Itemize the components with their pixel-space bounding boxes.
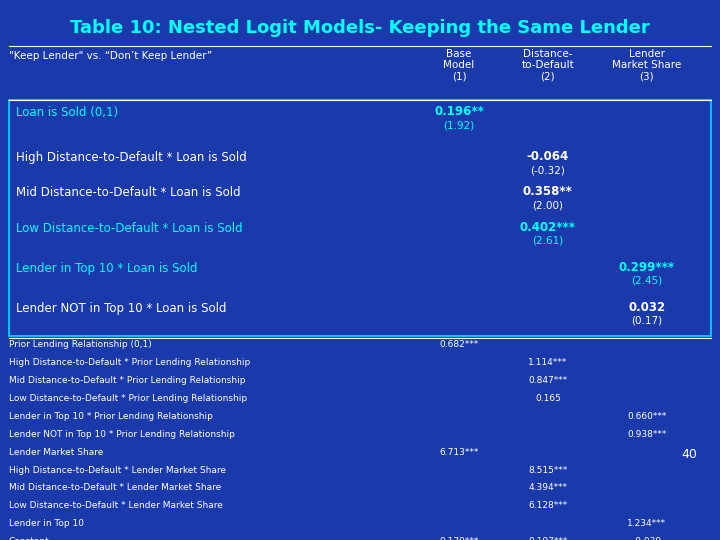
- Text: Constant: Constant: [9, 537, 49, 540]
- Text: Mid Distance-to-Default * Prior Lending Relationship: Mid Distance-to-Default * Prior Lending …: [9, 376, 245, 385]
- Text: 0.938***: 0.938***: [627, 430, 667, 438]
- Text: Mid Distance-to-Default * Lender Market Share: Mid Distance-to-Default * Lender Market …: [9, 483, 221, 492]
- Text: 0.032: 0.032: [629, 301, 665, 314]
- Text: 1.114***: 1.114***: [528, 358, 567, 367]
- Text: Lender in Top 10 * Prior Lending Relationship: Lender in Top 10 * Prior Lending Relatio…: [9, 411, 212, 421]
- Text: High Distance-to-Default * Prior Lending Relationship: High Distance-to-Default * Prior Lending…: [9, 358, 250, 367]
- Text: 0.660***: 0.660***: [627, 411, 667, 421]
- Text: 8.515***: 8.515***: [528, 465, 567, 475]
- Text: 0.682***: 0.682***: [439, 340, 479, 349]
- Text: (-0.32): (-0.32): [531, 165, 565, 175]
- Text: (2.00): (2.00): [532, 200, 564, 211]
- Text: High Distance-to-Default * Loan is Sold: High Distance-to-Default * Loan is Sold: [16, 151, 246, 164]
- Text: 0.179***: 0.179***: [439, 537, 479, 540]
- Text: Low Distance-to-Default * Loan is Sold: Low Distance-to-Default * Loan is Sold: [16, 221, 243, 235]
- Text: Lender in Top 10 * Loan is Sold: Lender in Top 10 * Loan is Sold: [16, 262, 197, 275]
- Text: 0.402***: 0.402***: [520, 221, 576, 234]
- Text: High Distance-to-Default * Lender Market Share: High Distance-to-Default * Lender Market…: [9, 465, 225, 475]
- Text: Lender NOT in Top 10 * Prior Lending Relationship: Lender NOT in Top 10 * Prior Lending Rel…: [9, 430, 235, 438]
- Text: 40: 40: [681, 448, 697, 461]
- Text: 0.197***: 0.197***: [528, 537, 567, 540]
- Text: (1.92): (1.92): [444, 120, 474, 130]
- Text: 0.165: 0.165: [535, 394, 561, 403]
- Text: -0.039: -0.039: [632, 537, 662, 540]
- Text: Low Distance-to-Default * Prior Lending Relationship: Low Distance-to-Default * Prior Lending …: [9, 394, 247, 403]
- Text: 0.299***: 0.299***: [618, 261, 675, 274]
- Text: 0.196**: 0.196**: [434, 105, 484, 118]
- Text: Table 10: Nested Logit Models- Keeping the Same Lender: Table 10: Nested Logit Models- Keeping t…: [70, 19, 650, 37]
- Text: Distance-
to-Default
(2): Distance- to-Default (2): [521, 49, 575, 82]
- Text: (0.17): (0.17): [631, 316, 662, 326]
- Text: Lender NOT in Top 10 * Loan is Sold: Lender NOT in Top 10 * Loan is Sold: [16, 302, 226, 315]
- Text: (2.61): (2.61): [532, 236, 564, 246]
- Text: "Keep Lender" vs. “Don’t Keep Lender”: "Keep Lender" vs. “Don’t Keep Lender”: [9, 51, 212, 61]
- Text: 4.394***: 4.394***: [528, 483, 567, 492]
- Text: Lender
Market Share
(3): Lender Market Share (3): [612, 49, 682, 82]
- Text: 1.234***: 1.234***: [627, 519, 667, 528]
- Text: 6.713***: 6.713***: [439, 448, 479, 457]
- Text: Mid Distance-to-Default * Loan is Sold: Mid Distance-to-Default * Loan is Sold: [16, 186, 240, 199]
- Text: Lender in Top 10: Lender in Top 10: [9, 519, 84, 528]
- Text: 0.847***: 0.847***: [528, 376, 567, 385]
- Text: Low Distance-to-Default * Lender Market Share: Low Distance-to-Default * Lender Market …: [9, 501, 222, 510]
- Text: -0.064: -0.064: [527, 150, 569, 163]
- Text: Loan is Sold (0,1): Loan is Sold (0,1): [16, 106, 118, 119]
- Text: Prior Lending Relationship (0,1): Prior Lending Relationship (0,1): [9, 340, 151, 349]
- Text: Lender Market Share: Lender Market Share: [9, 448, 103, 457]
- Text: 0.358**: 0.358**: [523, 185, 573, 198]
- Text: Base
Model
(1): Base Model (1): [444, 49, 474, 82]
- Text: (2.45): (2.45): [631, 276, 662, 286]
- Text: 6.128***: 6.128***: [528, 501, 567, 510]
